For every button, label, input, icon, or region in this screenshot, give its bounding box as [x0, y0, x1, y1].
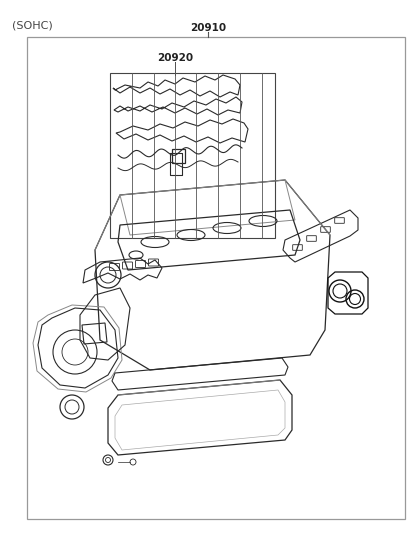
Bar	[110, 73, 275, 238]
Text: 20920: 20920	[157, 53, 193, 63]
Bar	[27, 37, 405, 519]
Text: (SOHC): (SOHC)	[12, 20, 53, 30]
Text: 20910: 20910	[190, 23, 226, 33]
Bar	[170, 153, 182, 175]
